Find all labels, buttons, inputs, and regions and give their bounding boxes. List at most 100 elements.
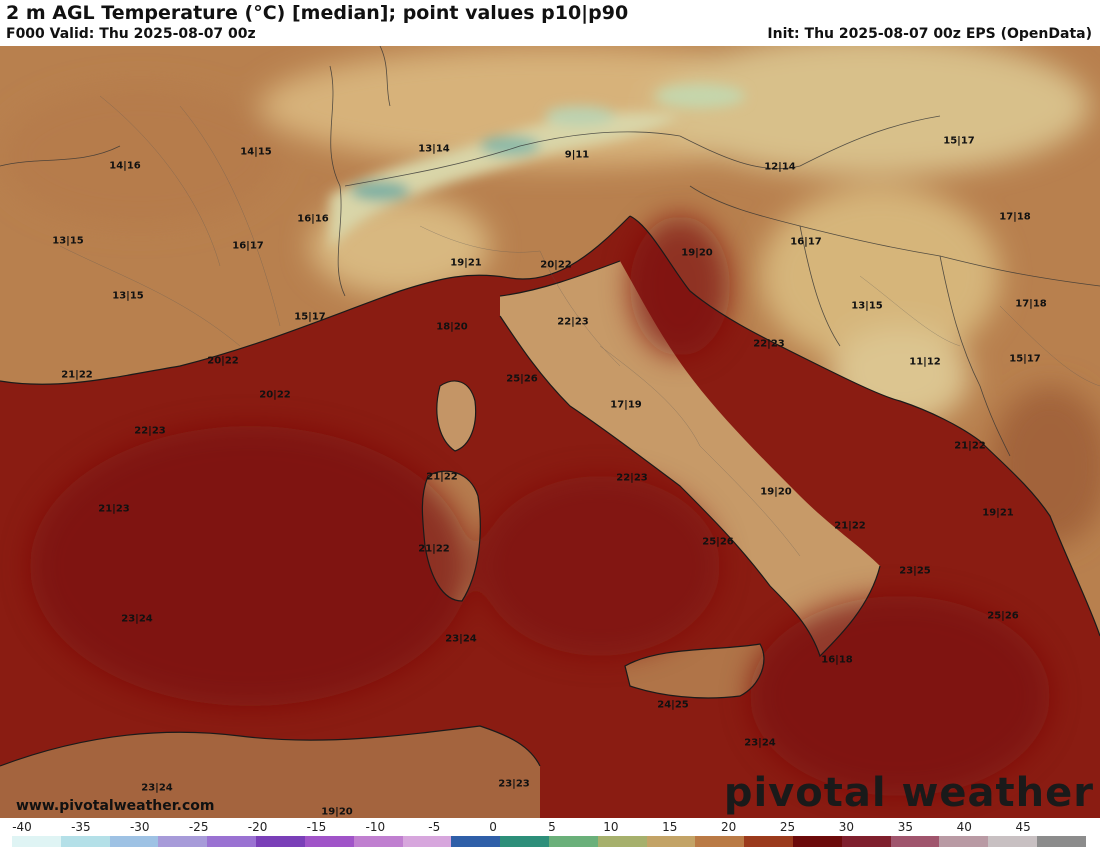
colorbar-segment xyxy=(695,836,745,847)
colorbar-segment xyxy=(353,836,403,847)
map-title: 2 m AGL Temperature (°C) [median]; point… xyxy=(6,2,629,24)
colorbar-tick-label: 30 xyxy=(838,820,855,834)
colorbar-tick-label: -10 xyxy=(365,820,386,834)
colorbar-segment xyxy=(256,836,305,847)
point-value-label: 22|23 xyxy=(616,472,648,484)
colorbar-tick-label: -15 xyxy=(306,820,327,834)
point-value-label: 17|19 xyxy=(610,399,642,411)
point-value-label: 21|22 xyxy=(61,369,93,381)
region-borders xyxy=(59,95,1100,557)
point-value-label: 12|14 xyxy=(764,161,796,173)
colorbar-tick-label: 5 xyxy=(548,820,556,834)
colorbar-tick-label: 25 xyxy=(779,820,796,834)
colorbar-segment xyxy=(841,836,891,847)
point-value-label: 25|26 xyxy=(506,373,538,385)
colorbar-segment xyxy=(60,836,110,847)
point-value-label: 11|12 xyxy=(909,356,941,368)
colorbar: -40 -35 -30 -25 -20 -15 -10 -5 0 5 10 15 20 25 30 35 40 4… xyxy=(0,818,1100,850)
point-value-label: 15|17 xyxy=(294,311,326,323)
point-value-label: 13|14 xyxy=(418,143,450,155)
colorbar-segment xyxy=(597,836,647,847)
point-value-label: 13|15 xyxy=(52,235,84,247)
colorbar-segment xyxy=(548,836,598,847)
point-value-label: 15|17 xyxy=(1009,353,1041,365)
colorbar-segment xyxy=(744,836,793,847)
point-value-label: 21|23 xyxy=(98,503,130,515)
point-value-label: 16|16 xyxy=(297,213,329,225)
sea-shading xyxy=(30,216,1050,796)
colorbar-segment xyxy=(304,836,354,847)
point-value-label: 23|24 xyxy=(744,737,776,749)
point-value-label: 23|24 xyxy=(121,613,153,625)
point-value-label: 14|15 xyxy=(240,146,272,158)
point-value-label: 25|26 xyxy=(987,610,1019,622)
point-value-label: 14|16 xyxy=(109,160,141,172)
colorbar-tick-label: -40 xyxy=(12,820,32,834)
point-value-label: 25|26 xyxy=(702,536,734,548)
point-value-label: 21|22 xyxy=(834,520,866,532)
map-canvas xyxy=(0,46,1100,818)
temperature-map: 14|16 14|15 13|14 9|11 12|14 15|17 13|15 16|17 1… xyxy=(0,46,1100,818)
point-value-label: 22|23 xyxy=(134,425,166,437)
colorbar-tick-label: 35 xyxy=(897,820,913,834)
point-value-label: 21|22 xyxy=(418,543,450,555)
point-value-label: 23|24 xyxy=(445,633,477,645)
colorbar-segment xyxy=(988,836,1038,847)
italy-land xyxy=(500,261,880,656)
sicily-land xyxy=(625,644,764,698)
point-value-label: 13|15 xyxy=(112,290,144,302)
colorbar-segment xyxy=(646,836,696,847)
colorbar-segment xyxy=(1037,836,1086,847)
africa-land xyxy=(0,726,540,818)
colorbar-gradient xyxy=(12,836,1086,847)
colorbar-segment xyxy=(890,836,940,847)
point-value-label: 17|18 xyxy=(1015,298,1047,310)
colorbar-tick-label: -30 xyxy=(129,820,150,834)
valid-time: F000 Valid: Thu 2025-08-07 00z xyxy=(6,26,256,42)
point-value-label: 22|23 xyxy=(557,316,589,328)
point-value-label: 13|15 xyxy=(851,300,883,312)
point-value-label: 20|22 xyxy=(540,259,572,271)
website-credit: www.pivotalweather.com xyxy=(16,798,215,814)
colorbar-segment xyxy=(12,836,61,847)
coastlines xyxy=(0,215,1100,767)
point-value-label: 23|24 xyxy=(141,782,173,794)
colorbar-ticks: -40 -35 -30 -25 -20 -15 -10 -5 0 5 10 15 20 25 30 35 40 4… xyxy=(0,820,1100,834)
point-value-label: 19|20 xyxy=(681,247,713,259)
colorbar-segment xyxy=(793,836,842,847)
map-header: 2 m AGL Temperature (°C) [median]; point… xyxy=(0,0,1100,46)
point-value-label: 21|22 xyxy=(426,471,458,483)
colorbar-tick-label: -35 xyxy=(71,820,91,834)
point-value-label: 23|25 xyxy=(899,565,931,577)
colorbar-tick-label: -25 xyxy=(188,820,209,834)
point-value-label: 19|20 xyxy=(760,486,792,498)
colorbar-tick-label: 45 xyxy=(1015,820,1031,834)
alps-cold-area xyxy=(330,84,745,251)
point-value-label: 16|18 xyxy=(821,654,853,666)
colorbar-segment xyxy=(939,836,989,847)
colorbar-tick-label: 15 xyxy=(662,820,678,834)
point-value-label: 22|23 xyxy=(753,338,785,350)
pivotal-weather-logo: pivotal weather xyxy=(723,770,1094,816)
colorbar-tick-label: 40 xyxy=(956,820,972,834)
point-value-label: 20|22 xyxy=(207,355,239,367)
point-value-label: 23|23 xyxy=(498,778,530,790)
point-value-label: 19|21 xyxy=(450,257,482,269)
colorbar-segment xyxy=(500,836,549,847)
colorbar-tick-label: 0 xyxy=(489,820,497,834)
point-value-label: 15|17 xyxy=(943,135,975,147)
point-value-label: 19|21 xyxy=(982,507,1014,519)
point-value-label: 24|25 xyxy=(657,699,689,711)
colorbar-segment xyxy=(109,836,159,847)
point-value-label: 16|17 xyxy=(232,240,264,252)
colorbar-tick-label: -20 xyxy=(247,820,268,834)
point-value-label: 9|11 xyxy=(564,149,590,161)
colorbar-tick-label: 10 xyxy=(603,820,619,834)
point-value-label: 21|22 xyxy=(954,440,986,452)
point-value-label: 17|18 xyxy=(999,211,1031,223)
colorbar-segment xyxy=(158,836,208,847)
colorbar-tick-label: -5 xyxy=(428,820,441,834)
corsica-land xyxy=(436,381,476,451)
point-value-label: 18|20 xyxy=(436,321,468,333)
init-time: Init: Thu 2025-08-07 00z EPS (OpenData) xyxy=(767,26,1092,42)
